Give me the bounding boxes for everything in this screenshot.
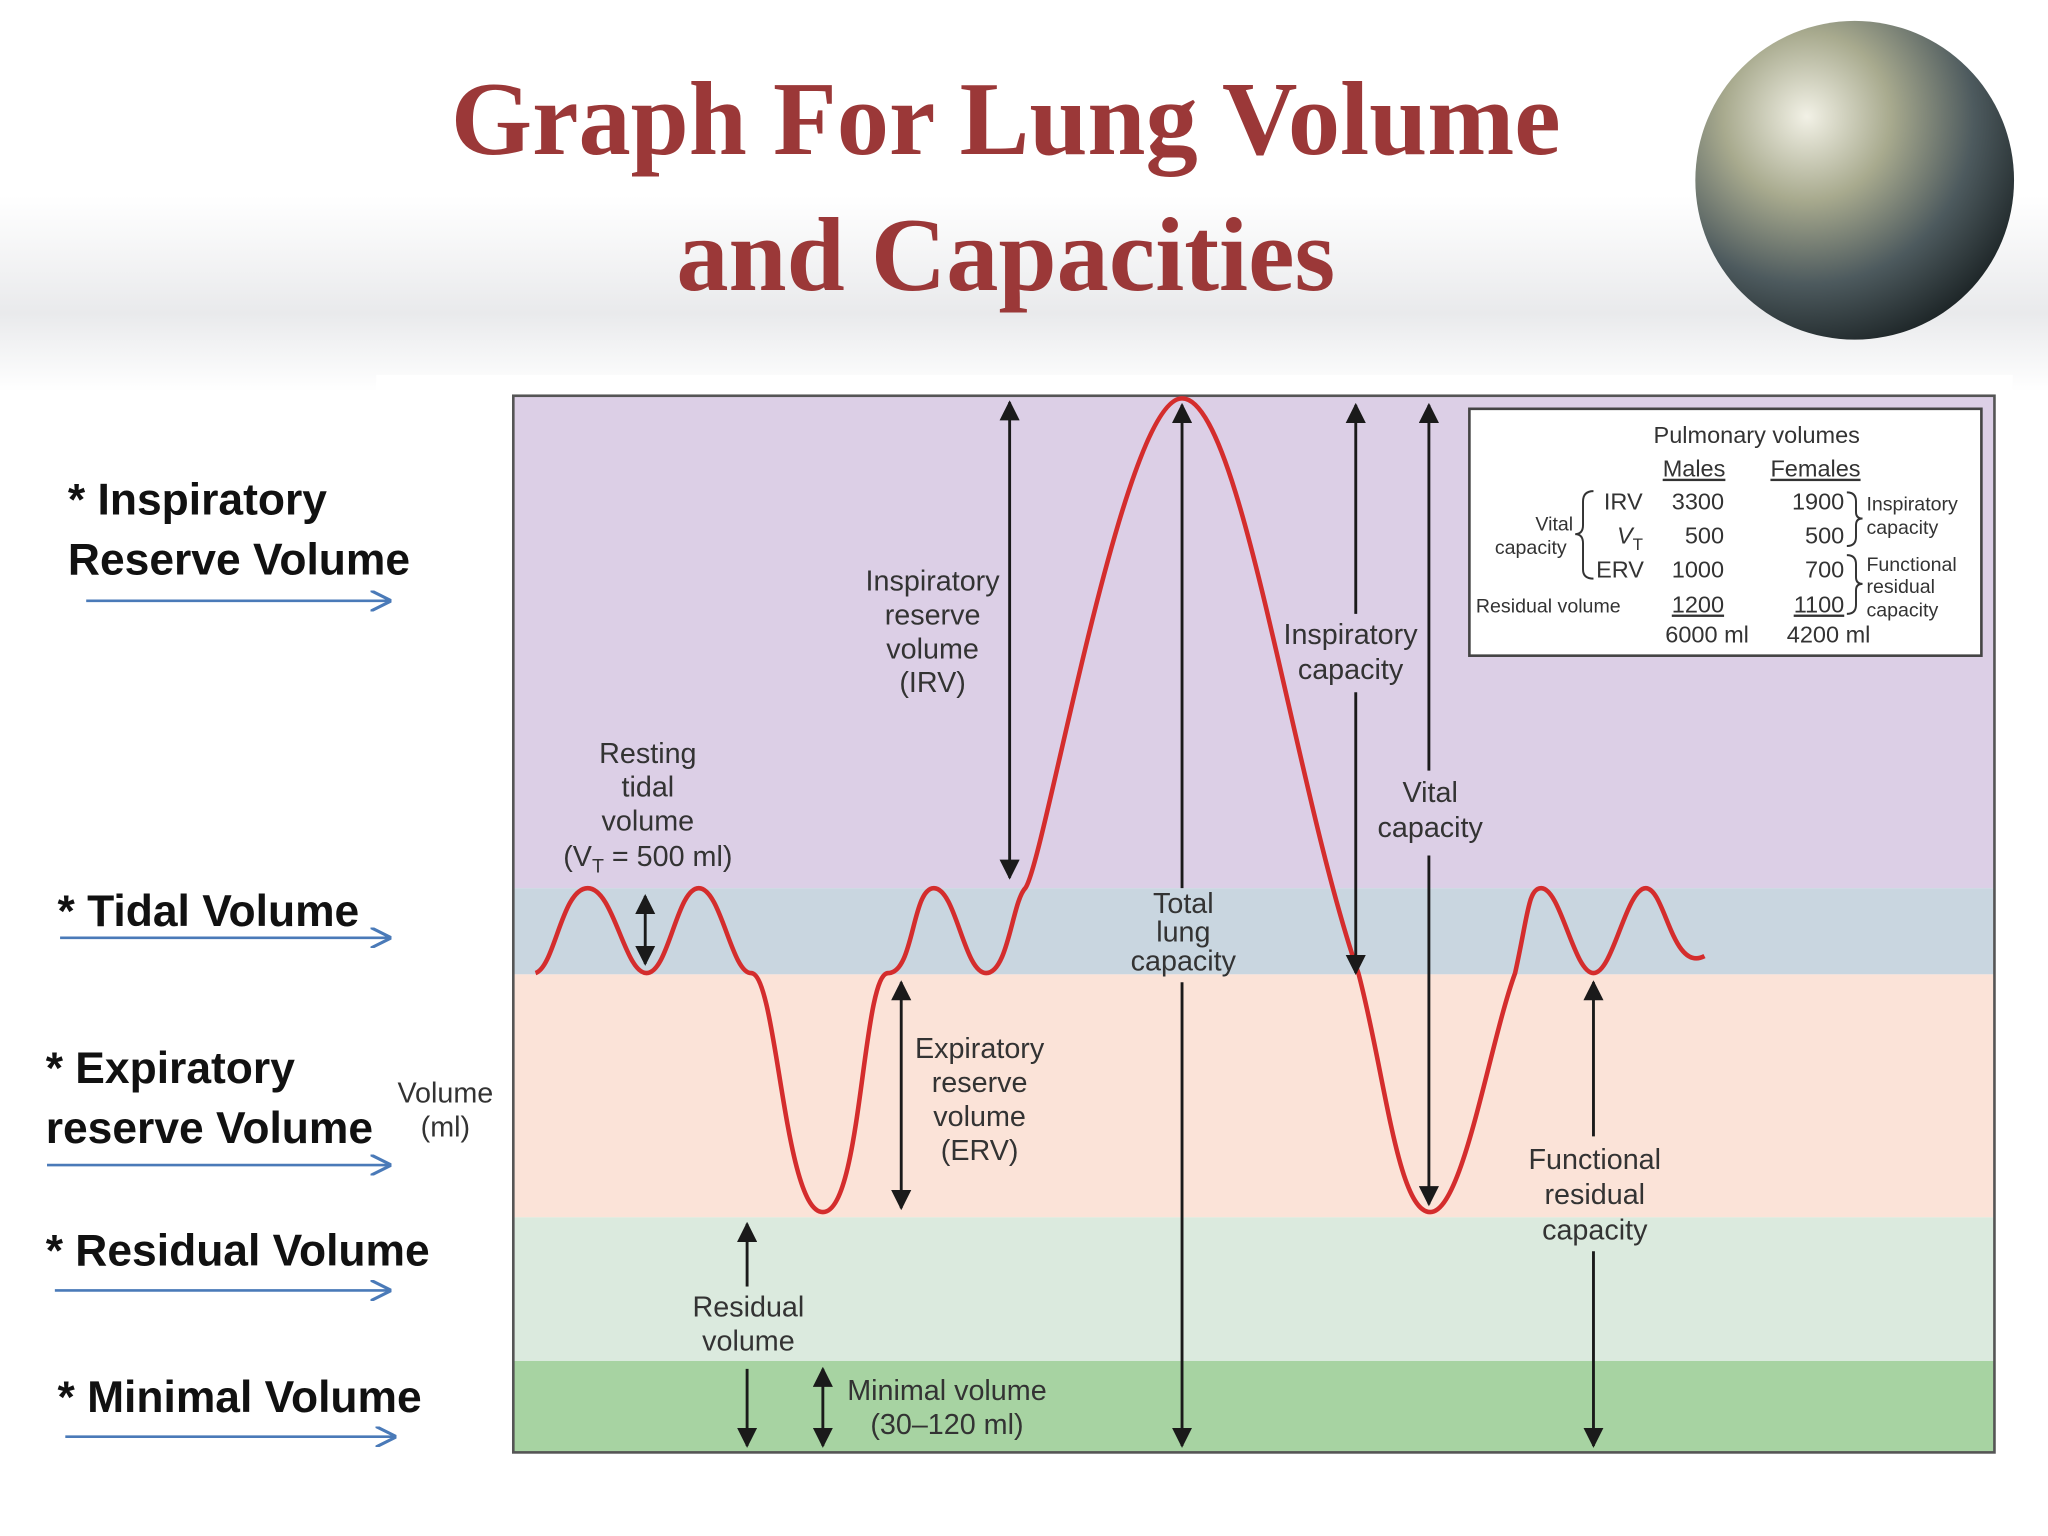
annotation: Functional: [1529, 1144, 1662, 1176]
row-label-main: V: [1617, 522, 1635, 548]
annotation: Total: [1153, 888, 1214, 920]
globe: [1695, 20, 2015, 340]
annotation: capacity: [1131, 945, 1237, 977]
bracket: [1846, 554, 1863, 615]
title-line: and Capacities: [676, 197, 1335, 313]
annotation: capacity: [1378, 812, 1484, 844]
cell: 3300: [1672, 488, 1724, 514]
table-group: capacity: [1495, 537, 1567, 559]
annotation: residual: [1544, 1179, 1645, 1211]
annotation-part: (V: [563, 841, 593, 873]
annotation-sub: T: [592, 855, 604, 877]
annotation: volume: [933, 1101, 1026, 1133]
band-tidal: [513, 888, 1995, 975]
axis-label: Volume: [397, 1077, 493, 1109]
arrows: [635, 400, 1604, 1448]
bracket: [1846, 491, 1863, 547]
annotation: reserve: [932, 1067, 1028, 1099]
band-erv: [513, 974, 1995, 1218]
side-label: * Tidal Volume: [57, 887, 359, 936]
annotation: capacity: [1542, 1215, 1648, 1247]
total: 4200 ml: [1787, 622, 1871, 648]
row-label: Residual volume: [1476, 596, 1621, 618]
annotation: (ERV): [941, 1135, 1019, 1167]
annotation: lung: [1156, 917, 1210, 949]
annotation: volume: [702, 1326, 795, 1358]
cell: 700: [1805, 556, 1844, 582]
bracket-label: capacity: [1866, 517, 1938, 539]
cell: 500: [1685, 522, 1724, 548]
cell: 1200: [1672, 592, 1724, 618]
annotation: Expiratory: [915, 1033, 1045, 1065]
band-minimal: [513, 1360, 1995, 1453]
band-residual: [513, 1217, 1995, 1361]
bracket-label: residual: [1866, 576, 1935, 598]
annotation: capacity: [1298, 654, 1404, 686]
side-label: reserve Volume: [46, 1104, 373, 1153]
table-title: Pulmonary volumes: [1654, 422, 1860, 448]
annotation: volume: [602, 806, 695, 838]
cell: 1900: [1792, 488, 1844, 514]
side-label: * Expiratory: [46, 1044, 295, 1093]
row-label: VT: [1617, 522, 1643, 554]
bracket-label: Inspiratory: [1866, 494, 1958, 516]
cell: 500: [1805, 522, 1844, 548]
row-label: ERV: [1596, 556, 1644, 582]
row-label: IRV: [1604, 488, 1643, 514]
annotation: Inspiratory: [1283, 619, 1418, 651]
cell: 1000: [1672, 556, 1724, 582]
side-label: * Residual Volume: [46, 1227, 430, 1276]
annotation: Inspiratory: [866, 565, 1001, 597]
annotation: Vital: [1403, 777, 1458, 809]
table-box: [1468, 407, 1983, 657]
annotation: (IRV): [899, 667, 965, 699]
annotation: volume: [886, 633, 979, 665]
table-header: Males: [1663, 456, 1726, 482]
bracket-label: Functional: [1866, 554, 1956, 576]
table-header: Females: [1770, 456, 1860, 482]
annotation: reserve: [885, 599, 981, 631]
table-group: Vital: [1535, 513, 1573, 535]
volume-curve: [534, 396, 1706, 1215]
annotation: Residual: [693, 1292, 805, 1324]
title-line: Graph For Lung Volume: [451, 61, 1561, 177]
annotation-part: = 500 ml): [604, 841, 733, 873]
cell: 1100: [1794, 592, 1845, 618]
bracket-label: capacity: [1866, 599, 1938, 621]
side-label: Reserve Volume: [68, 536, 410, 585]
annotation: tidal: [621, 772, 674, 804]
total: 6000 ml: [1665, 622, 1749, 648]
annotation: (VT = 500 ml): [563, 841, 732, 878]
annotation: Minimal volume: [847, 1375, 1047, 1407]
axis-label: (ml): [421, 1111, 470, 1143]
row-label-sub: T: [1633, 535, 1643, 554]
annotation: Resting: [599, 738, 696, 770]
side-label: * Inspiratory: [68, 476, 327, 525]
brace: [1575, 490, 1594, 580]
diagram-frame: [511, 394, 1996, 1454]
side-label: * Minimal Volume: [57, 1373, 421, 1422]
annotation: (30–120 ml): [870, 1409, 1023, 1441]
